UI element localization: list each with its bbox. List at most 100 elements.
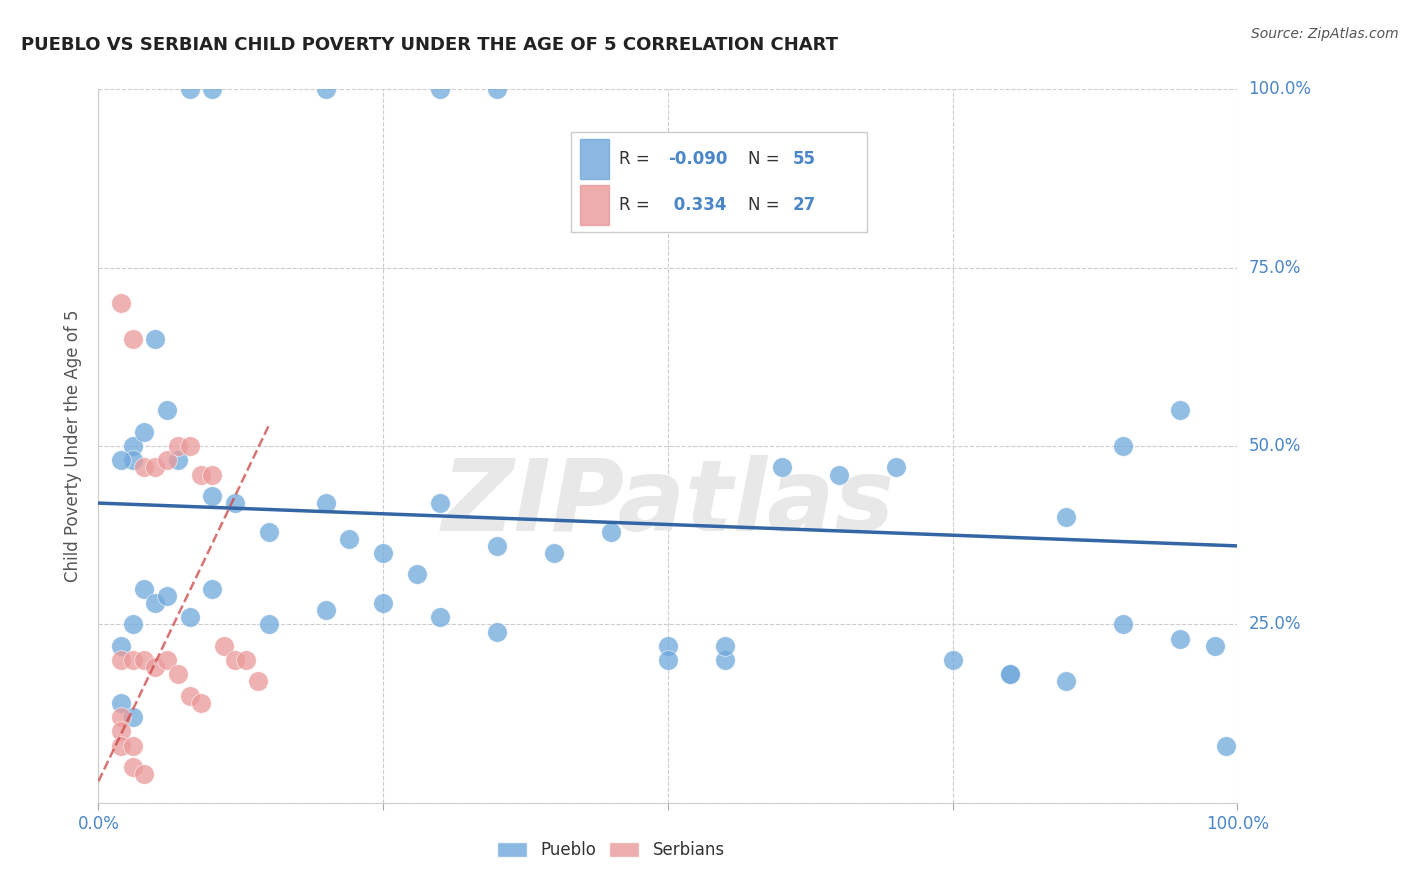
Point (1204, 639, 1226, 653)
Point (121, 617, 143, 632)
Point (201, 467, 224, 482)
Point (110, 724, 132, 739)
Text: R =: R = (619, 196, 655, 214)
Point (167, 453, 190, 467)
Point (156, 453, 179, 467)
Point (132, 582, 155, 596)
Text: N =: N = (748, 196, 785, 214)
Bar (581, 186, 609, 225)
Bar (581, 139, 609, 178)
Text: R =: R = (619, 150, 655, 168)
Point (190, 696, 212, 710)
Text: PUEBLO VS SERBIAN CHILD POVERTY UNDER THE AGE OF 5 CORRELATION CHART: PUEBLO VS SERBIAN CHILD POVERTY UNDER TH… (21, 36, 838, 54)
Point (1170, 403, 1192, 417)
Point (942, 653, 965, 667)
Point (657, 653, 679, 667)
Point (167, 439, 190, 453)
Point (190, 467, 212, 482)
Point (224, 653, 246, 667)
Point (121, 439, 143, 453)
Point (828, 467, 851, 482)
Point (121, 332, 143, 346)
Point (1056, 674, 1078, 689)
Point (145, 332, 167, 346)
Text: Source: ZipAtlas.com: Source: ZipAtlas.com (1251, 27, 1399, 41)
Point (371, 546, 394, 560)
Point (406, 567, 429, 582)
Point (132, 460, 155, 475)
Point (486, 624, 509, 639)
Point (110, 653, 132, 667)
Point (156, 653, 179, 667)
Point (110, 296, 132, 310)
Point (315, 496, 337, 510)
Text: 75.0%: 75.0% (1249, 259, 1301, 277)
Point (110, 710, 132, 724)
Text: 55: 55 (793, 150, 815, 168)
Point (179, 610, 201, 624)
Point (167, 667, 190, 681)
Point (486, 82, 509, 96)
Point (371, 596, 394, 610)
Point (121, 653, 143, 667)
Point (179, 439, 201, 453)
Point (179, 689, 201, 703)
Point (998, 667, 1021, 681)
Point (657, 639, 679, 653)
Point (429, 610, 451, 624)
Point (156, 403, 179, 417)
Point (145, 460, 167, 475)
Point (110, 696, 132, 710)
Point (259, 617, 281, 632)
Point (121, 739, 143, 753)
Text: 25.0%: 25.0% (1249, 615, 1301, 633)
Point (201, 582, 224, 596)
Point (1215, 739, 1237, 753)
Point (132, 653, 155, 667)
Point (201, 82, 224, 96)
Point (110, 453, 132, 467)
Point (600, 524, 623, 539)
Point (884, 460, 907, 475)
Point (770, 460, 793, 475)
Text: N =: N = (748, 150, 785, 168)
Y-axis label: Child Poverty Under the Age of 5: Child Poverty Under the Age of 5 (65, 310, 83, 582)
Point (486, 539, 509, 553)
Point (998, 667, 1021, 681)
Point (1112, 617, 1135, 632)
Point (156, 589, 179, 603)
Point (212, 639, 235, 653)
Text: 0.334: 0.334 (668, 196, 727, 214)
Text: 50.0%: 50.0% (1249, 437, 1301, 455)
Point (132, 425, 155, 439)
Point (1056, 510, 1078, 524)
Point (315, 603, 337, 617)
Point (110, 639, 132, 653)
Point (145, 660, 167, 674)
Point (145, 596, 167, 610)
Point (1170, 632, 1192, 646)
Point (121, 453, 143, 467)
Text: 100.0%: 100.0% (1249, 80, 1312, 98)
Point (429, 82, 451, 96)
Point (337, 532, 360, 546)
Bar (571, 132, 868, 232)
Point (121, 710, 143, 724)
Legend: Pueblo, Serbians: Pueblo, Serbians (491, 835, 731, 866)
Point (235, 653, 257, 667)
Point (429, 496, 451, 510)
Point (246, 674, 269, 689)
Point (714, 639, 737, 653)
Text: -0.090: -0.090 (668, 150, 727, 168)
Text: 27: 27 (793, 196, 817, 214)
Point (201, 489, 224, 503)
Point (259, 524, 281, 539)
Point (179, 82, 201, 96)
Point (315, 82, 337, 96)
Point (1112, 439, 1135, 453)
Point (543, 546, 565, 560)
Text: ZIPatlas: ZIPatlas (441, 455, 894, 551)
Point (132, 767, 155, 781)
Point (714, 653, 737, 667)
Point (121, 760, 143, 774)
